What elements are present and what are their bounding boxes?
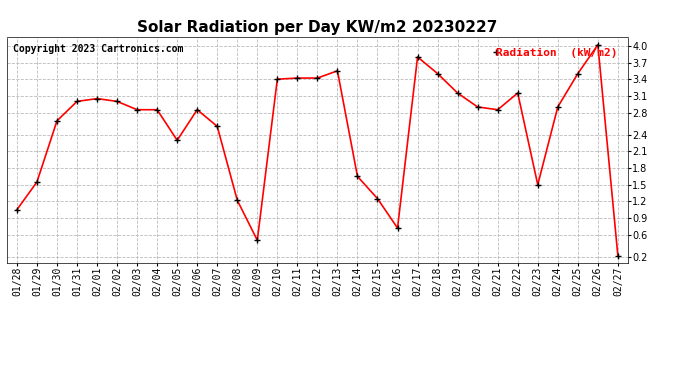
- Radiation  (kW/m2): [373, 196, 382, 201]
- Text: Copyright 2023 Cartronics.com: Copyright 2023 Cartronics.com: [13, 44, 184, 54]
- Legend: Radiation  (kW/m2): Radiation (kW/m2): [492, 43, 622, 62]
- Radiation  (kW/m2): [13, 207, 21, 212]
- Radiation  (kW/m2): [613, 254, 622, 258]
- Radiation  (kW/m2): [113, 99, 121, 104]
- Radiation  (kW/m2): [33, 180, 41, 184]
- Radiation  (kW/m2): [453, 91, 462, 95]
- Radiation  (kW/m2): [593, 42, 602, 47]
- Radiation  (kW/m2): [53, 118, 61, 123]
- Title: Solar Radiation per Day KW/m2 20230227: Solar Radiation per Day KW/m2 20230227: [137, 20, 497, 35]
- Radiation  (kW/m2): [473, 105, 482, 109]
- Radiation  (kW/m2): [313, 76, 322, 80]
- Radiation  (kW/m2): [93, 96, 101, 101]
- Radiation  (kW/m2): [173, 138, 181, 142]
- Radiation  (kW/m2): [253, 238, 262, 243]
- Radiation  (kW/m2): [433, 71, 442, 76]
- Radiation  (kW/m2): [533, 183, 542, 187]
- Radiation  (kW/m2): [153, 108, 161, 112]
- Line: Radiation  (kW/m2): Radiation (kW/m2): [14, 42, 621, 259]
- Radiation  (kW/m2): [273, 77, 282, 81]
- Radiation  (kW/m2): [413, 55, 422, 59]
- Radiation  (kW/m2): [553, 105, 562, 109]
- Radiation  (kW/m2): [233, 198, 242, 202]
- Radiation  (kW/m2): [133, 108, 141, 112]
- Radiation  (kW/m2): [333, 69, 342, 73]
- Radiation  (kW/m2): [213, 124, 221, 129]
- Radiation  (kW/m2): [513, 91, 522, 95]
- Radiation  (kW/m2): [573, 71, 582, 76]
- Radiation  (kW/m2): [73, 99, 81, 104]
- Radiation  (kW/m2): [493, 108, 502, 112]
- Radiation  (kW/m2): [393, 226, 402, 230]
- Radiation  (kW/m2): [193, 108, 201, 112]
- Radiation  (kW/m2): [353, 174, 362, 178]
- Radiation  (kW/m2): [293, 76, 302, 80]
